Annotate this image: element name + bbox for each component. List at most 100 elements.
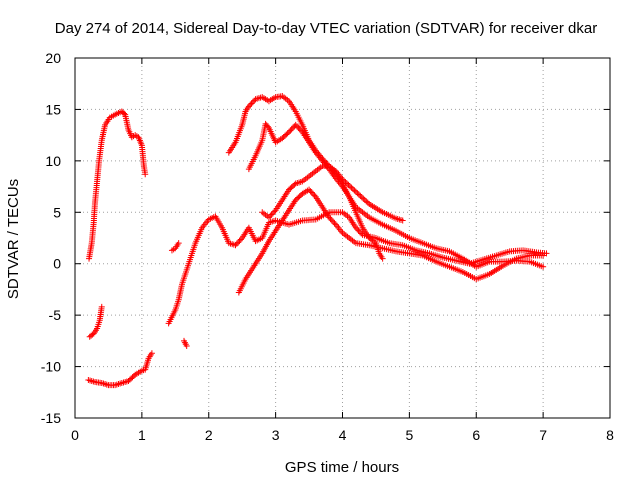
data-point	[327, 164, 334, 171]
data-point	[236, 237, 243, 244]
data-point	[345, 181, 352, 188]
data-point	[306, 186, 313, 193]
data-point	[351, 187, 358, 194]
data-point	[399, 217, 406, 224]
data-point	[291, 181, 298, 188]
data-point	[130, 373, 137, 380]
data-point	[237, 236, 244, 243]
data-point	[271, 208, 278, 215]
series-arc-d	[165, 209, 550, 327]
series-arc-e	[168, 240, 182, 254]
data-point	[308, 189, 315, 196]
x-tick-label: 3	[272, 427, 280, 443]
data-point	[296, 126, 303, 133]
data-point	[251, 97, 258, 104]
series-arc-f	[181, 337, 190, 349]
data-point	[232, 242, 239, 249]
data-point	[175, 240, 182, 247]
data-point	[543, 250, 550, 257]
data-point	[331, 168, 338, 175]
data-point	[267, 212, 274, 219]
data-points	[85, 93, 550, 389]
data-point	[264, 123, 271, 130]
data-point	[98, 303, 105, 310]
x-tick-label: 2	[205, 427, 213, 443]
data-point	[357, 192, 364, 199]
data-point	[268, 211, 275, 218]
data-point	[233, 240, 240, 247]
y-tick-label: -5	[49, 307, 62, 323]
data-point	[346, 183, 353, 190]
data-point	[328, 217, 335, 224]
data-point	[286, 129, 292, 136]
series-arc-b	[86, 303, 105, 340]
data-point	[348, 184, 355, 191]
data-point	[330, 218, 337, 225]
data-point	[245, 103, 252, 110]
data-point	[290, 124, 297, 131]
data-point	[311, 192, 318, 199]
data-point	[307, 188, 314, 195]
x-tick-label: 1	[138, 427, 146, 443]
y-axis-label: SDTVAR / TECUs	[5, 179, 22, 299]
data-point	[363, 198, 370, 205]
data-point	[358, 194, 365, 201]
data-point	[349, 185, 356, 192]
data-point	[356, 229, 363, 236]
data-point	[148, 350, 155, 357]
data-point	[142, 171, 149, 178]
data-point	[330, 167, 337, 174]
data-point	[540, 263, 547, 270]
y-tick-label: 0	[53, 256, 61, 272]
data-point	[326, 214, 333, 221]
chart-title: Day 274 of 2014, Sidereal Day-to-day VTE…	[55, 20, 597, 37]
data-point	[354, 226, 361, 233]
data-point	[358, 230, 365, 237]
data-point	[249, 99, 256, 106]
data-point	[287, 127, 294, 134]
y-tick-label: 20	[45, 50, 61, 66]
data-point	[361, 196, 368, 203]
data-point	[540, 252, 547, 259]
series-arc-a	[86, 108, 149, 262]
data-point	[269, 210, 276, 217]
data-point	[310, 190, 317, 197]
data-point	[360, 195, 367, 202]
data-point	[183, 343, 190, 349]
series-arc-j	[259, 163, 386, 262]
data-point	[298, 127, 305, 134]
data-point	[298, 192, 305, 199]
x-tick-label: 7	[539, 427, 547, 443]
data-point	[352, 224, 359, 231]
data-point	[295, 124, 302, 131]
data-point	[327, 215, 334, 222]
y-tick-label: -15	[41, 410, 61, 426]
series-arc-c	[85, 350, 155, 389]
data-point	[288, 126, 295, 133]
x-axis-label: GPS time / hours	[285, 459, 399, 476]
data-point	[379, 255, 386, 262]
data-point	[331, 220, 338, 227]
data-point	[352, 188, 359, 195]
data-point	[292, 121, 299, 128]
data-point	[328, 165, 335, 172]
data-point	[340, 177, 347, 184]
data-point	[235, 239, 242, 246]
x-tick-label: 5	[405, 427, 413, 443]
x-tick-label: 4	[339, 427, 347, 443]
data-point	[247, 101, 254, 108]
x-tick-label: 8	[606, 427, 614, 443]
data-point	[364, 199, 371, 206]
y-tick-label: 15	[45, 101, 61, 117]
data-point	[248, 100, 255, 107]
data-point	[326, 163, 333, 169]
y-tick-label: -10	[41, 359, 61, 375]
data-point	[265, 214, 272, 221]
data-point	[355, 227, 362, 234]
x-tick-label: 6	[472, 427, 480, 443]
y-tick-label: 5	[53, 204, 61, 220]
data-point	[355, 191, 362, 198]
axis-ticks: 0 1 2 3 4 5 6 7 8 -15 -10 -5 0 5 10 15 20	[41, 50, 614, 443]
data-point	[354, 190, 361, 197]
